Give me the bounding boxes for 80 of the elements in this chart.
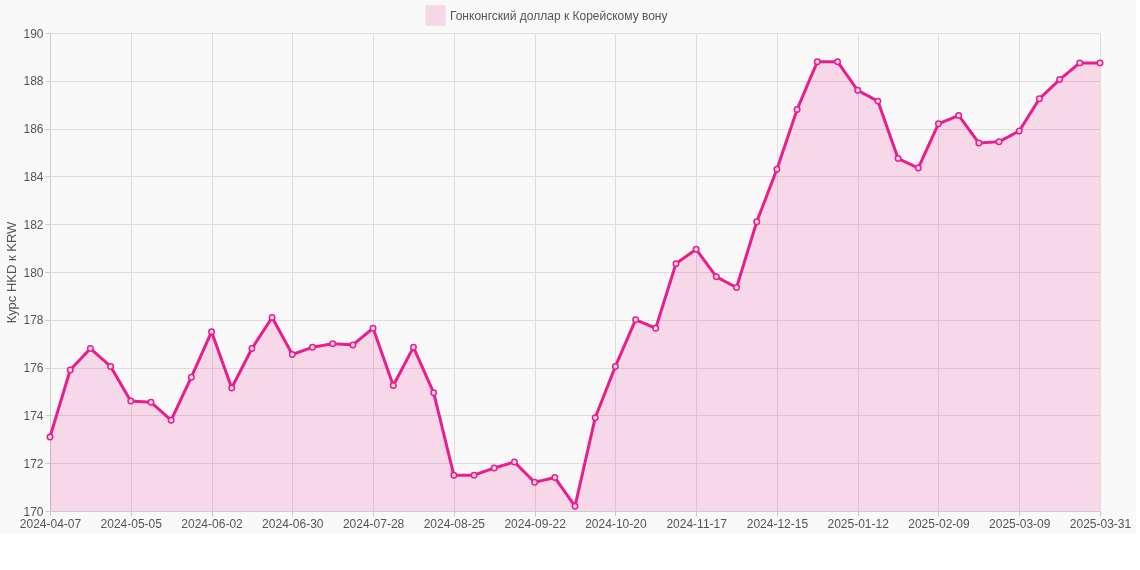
point: [611, 362, 619, 370]
point: [914, 164, 922, 172]
point: [692, 245, 700, 253]
point: [773, 165, 781, 173]
point: [147, 398, 155, 406]
x-tick-label: 2024-06-02: [181, 516, 244, 531]
point: [248, 345, 256, 352]
x-tick-label: 2025-03-31: [1069, 516, 1132, 531]
point: [369, 324, 377, 332]
y-tick-label: 172: [23, 456, 44, 471]
x-tick-label: 2024-07-28: [342, 516, 405, 531]
point: [389, 382, 397, 390]
point: [531, 478, 539, 486]
point: [228, 384, 236, 392]
point: [208, 328, 216, 336]
y-axis-title: Курс HKD к KRW: [4, 220, 20, 324]
point: [430, 389, 438, 397]
point: [632, 316, 640, 324]
y-tick-label: 176: [23, 361, 44, 376]
point: [712, 273, 720, 281]
point: [288, 350, 296, 358]
point: [975, 139, 983, 147]
x-tick-label: 2025-03-09: [989, 516, 1051, 531]
x-tick-label: 2024-06-30: [262, 516, 324, 531]
x-tick-label: 2024-09-22: [504, 516, 567, 531]
y-tick-label: 182: [23, 217, 44, 232]
point: [591, 414, 599, 422]
point: [268, 313, 276, 321]
point: [187, 373, 195, 381]
point: [1076, 59, 1084, 67]
x-tick-label: 2024-11-17: [666, 516, 728, 531]
y-tick-label: 178: [23, 313, 44, 328]
point: [309, 343, 316, 351]
x-tick-label: 2024-08-25: [423, 516, 486, 531]
point: [1096, 59, 1104, 67]
point: [409, 343, 417, 351]
point: [1035, 95, 1043, 103]
point: [995, 138, 1003, 146]
point: [955, 111, 963, 119]
point: [652, 324, 660, 332]
point: [894, 154, 902, 162]
point: [490, 464, 498, 472]
point: [1056, 76, 1064, 84]
point: [127, 397, 135, 405]
y-tick-label: 170: [23, 504, 44, 519]
x-tick-label: 2024-10-20: [585, 516, 647, 531]
x-tick-label: 2024-12-15: [746, 516, 809, 531]
point: [551, 474, 559, 482]
x-tick-label: 2024-04-07: [19, 516, 82, 531]
point: [107, 362, 115, 370]
y-tick-label: 186: [23, 122, 44, 137]
point: [86, 345, 94, 352]
point: [571, 502, 579, 510]
point: [329, 340, 337, 348]
point: [733, 284, 741, 292]
legend-label: Гонконгский доллар к Корейскому вону: [450, 8, 668, 23]
point: [793, 106, 801, 113]
point: [874, 97, 882, 105]
point: [672, 260, 680, 268]
point: [66, 366, 74, 374]
x-tick-label: 2024-05-05: [100, 516, 163, 531]
y-tick-label: 190: [23, 26, 44, 41]
y-tick-label: 180: [23, 265, 44, 280]
point: [450, 471, 458, 479]
x-tick-label: 2025-01-12: [827, 516, 890, 531]
point: [1015, 127, 1023, 135]
y-tick-label: 174: [23, 408, 44, 423]
point: [167, 416, 175, 424]
point: [46, 433, 54, 441]
point: [834, 58, 841, 66]
y-tick-label: 184: [23, 169, 44, 184]
point: [934, 120, 942, 128]
point: [753, 218, 761, 226]
point: [813, 58, 821, 66]
point: [510, 458, 518, 466]
point: [854, 86, 862, 94]
y-tick-label: 188: [23, 74, 44, 89]
point: [470, 471, 478, 479]
x-tick-label: 2025-02-09: [908, 516, 970, 531]
point: [349, 341, 357, 349]
